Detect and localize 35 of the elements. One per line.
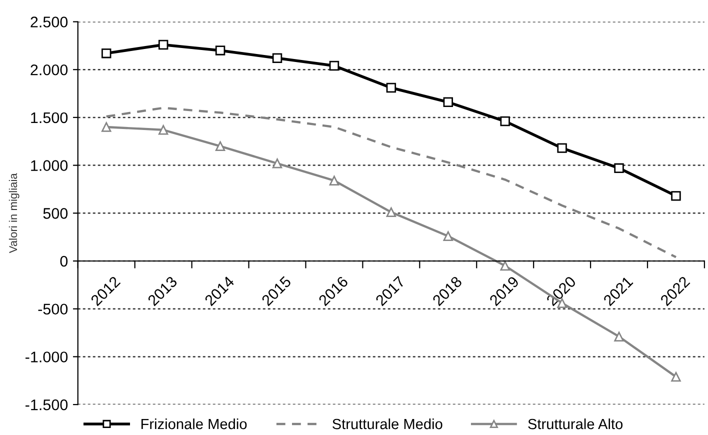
y-tick-label: 1.000	[31, 160, 68, 171]
point	[443, 231, 453, 241]
point	[329, 176, 340, 186]
point	[671, 372, 681, 382]
point	[158, 40, 168, 50]
point	[500, 116, 510, 126]
y-tick-label: -500	[38, 304, 68, 315]
point	[102, 48, 112, 58]
point	[614, 163, 624, 174]
y-tick-label: 2.500	[30, 16, 68, 28]
point	[386, 82, 396, 93]
y-tick-label: 500	[43, 208, 68, 219]
legend-label: Frizionale Medio	[141, 418, 247, 430]
y-tick-label: 0	[60, 256, 68, 267]
y-tick-label: -1.500	[26, 399, 68, 410]
point	[443, 97, 453, 107]
y-tick-label: 2.000	[30, 64, 68, 76]
point	[386, 207, 396, 218]
point	[671, 191, 681, 201]
point	[614, 332, 624, 342]
y-axis-title: Valori in migliaia	[8, 173, 20, 254]
legend-label: Strutturale Medio	[332, 418, 442, 430]
point	[500, 260, 510, 271]
point	[215, 46, 226, 56]
point	[272, 158, 282, 168]
point	[102, 122, 112, 132]
point	[557, 143, 567, 153]
point	[215, 141, 226, 152]
legend-label: Strutturale Alto	[528, 418, 623, 430]
line-series	[105, 106, 678, 258]
point	[158, 125, 168, 135]
point	[272, 53, 282, 63]
point	[329, 60, 340, 71]
y-tick-label: 1.500	[31, 112, 68, 124]
y-tick-label: -1.000	[26, 352, 68, 362]
